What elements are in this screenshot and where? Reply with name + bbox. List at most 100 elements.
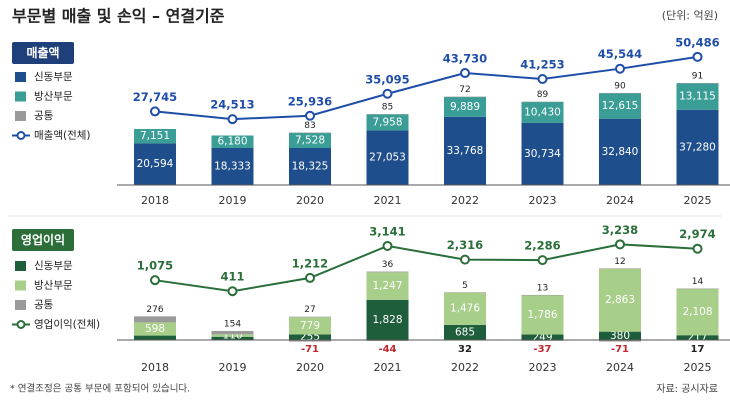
legend-label: 신동부문 bbox=[34, 71, 73, 83]
line-label: 2,316 bbox=[447, 238, 483, 252]
bar-segment bbox=[676, 288, 719, 290]
bar-label: 18,325 bbox=[292, 160, 329, 172]
line-point bbox=[615, 239, 625, 250]
bar-label: 276 bbox=[146, 305, 163, 315]
adjustment-label: 17 bbox=[691, 344, 705, 355]
page-title: 부문별 매출 및 손익 – 연결기준 bbox=[12, 7, 225, 26]
line-point bbox=[460, 254, 470, 265]
x-tick-label: 2025 bbox=[684, 194, 712, 207]
bar-segment bbox=[444, 96, 486, 117]
bar-label: 85 bbox=[382, 103, 393, 113]
line-point bbox=[305, 272, 315, 283]
x-tick-label: 2019 bbox=[219, 361, 247, 374]
line-label: 1,212 bbox=[292, 256, 328, 270]
line-label: 35,095 bbox=[365, 72, 409, 86]
bar-label: 2,863 bbox=[605, 294, 635, 306]
legend-label: 공통 bbox=[34, 299, 54, 311]
bar-label: 27,053 bbox=[369, 152, 406, 164]
bar-label: 37,280 bbox=[679, 141, 716, 153]
line-point bbox=[150, 106, 160, 117]
line-point bbox=[692, 51, 703, 62]
bar-segment bbox=[366, 299, 409, 340]
bar-segment bbox=[134, 322, 176, 336]
line-point bbox=[692, 243, 703, 254]
bar-segment bbox=[599, 268, 641, 269]
line-point bbox=[305, 110, 315, 121]
bar-segment bbox=[366, 130, 409, 185]
bar-label: 30,734 bbox=[524, 148, 561, 160]
bar-segment bbox=[521, 294, 564, 296]
x-tick-label: 2023 bbox=[529, 361, 557, 374]
bar-label: 12 bbox=[614, 257, 625, 267]
panel-title: 매출액 bbox=[26, 45, 59, 60]
legend-swatch bbox=[15, 300, 26, 310]
bar-label: 20,594 bbox=[137, 158, 174, 170]
x-tick-label: 2025 bbox=[684, 361, 712, 374]
x-tick-label: 2020 bbox=[296, 194, 324, 207]
bar-segment bbox=[211, 147, 254, 185]
x-tick-label: 2021 bbox=[374, 361, 402, 374]
bar-segment bbox=[521, 295, 564, 335]
line-point bbox=[150, 275, 160, 286]
line-point bbox=[382, 88, 393, 99]
legend-label: 매출액(전체) bbox=[34, 130, 91, 142]
bar-segment bbox=[676, 288, 719, 336]
bar-label: 9,889 bbox=[450, 101, 480, 113]
legend-swatch bbox=[15, 111, 26, 121]
bar-label: 14 bbox=[692, 277, 704, 287]
bar-segment bbox=[599, 331, 641, 340]
bar-label: 779 bbox=[300, 320, 320, 332]
line-label: 2,974 bbox=[679, 227, 715, 241]
bar-label: 91 bbox=[692, 72, 703, 82]
legend-swatch bbox=[15, 72, 26, 82]
legend-swatch bbox=[15, 261, 26, 271]
line-label: 24,513 bbox=[210, 98, 254, 112]
line-label: 50,486 bbox=[675, 35, 719, 49]
line-point bbox=[227, 286, 238, 297]
x-tick-label: 2024 bbox=[606, 194, 634, 207]
bar-segment bbox=[134, 335, 176, 340]
bar-segment bbox=[444, 96, 486, 98]
bar-segment bbox=[676, 109, 719, 185]
bar-segment bbox=[444, 324, 486, 340]
bar-segment bbox=[289, 316, 331, 318]
bar-segment bbox=[676, 335, 719, 340]
line-label: 3,141 bbox=[369, 224, 405, 238]
bar-label: 1,247 bbox=[372, 280, 402, 292]
bar-label: 7,958 bbox=[372, 116, 402, 128]
legend-label: 방산부문 bbox=[34, 91, 73, 103]
bar-segment bbox=[211, 334, 254, 337]
footnote: * 연결조정은 공통 부문에 포함되어 있습니다. bbox=[10, 383, 190, 395]
bar-label: 6,180 bbox=[217, 136, 247, 148]
line-point bbox=[615, 63, 625, 74]
bar-label: 1,828 bbox=[372, 314, 402, 326]
bar-label: 5 bbox=[462, 281, 468, 291]
line-point bbox=[537, 73, 548, 84]
bar-label: 13,115 bbox=[679, 90, 716, 102]
bar-label: 33,768 bbox=[447, 145, 484, 157]
line bbox=[154, 55, 698, 121]
bar-label: 36 bbox=[382, 260, 394, 270]
x-tick-label: 2024 bbox=[606, 361, 634, 374]
line-label: 2,286 bbox=[524, 239, 560, 253]
bar-label: 7,151 bbox=[140, 130, 170, 142]
bar-label: 27 bbox=[304, 305, 315, 315]
x-tick-label: 2022 bbox=[451, 361, 479, 374]
legend-label: 방산부문 bbox=[34, 280, 73, 292]
x-tick-label: 2018 bbox=[141, 194, 169, 207]
unit: (단위: 억원) bbox=[662, 9, 718, 22]
line-point bbox=[460, 68, 470, 79]
bar-segment bbox=[444, 292, 486, 293]
panel-badge bbox=[12, 42, 74, 64]
bar-label: 18,333 bbox=[214, 160, 251, 172]
bar-segment bbox=[211, 330, 254, 335]
bar-segment bbox=[599, 118, 641, 185]
bar-label: 685 bbox=[455, 326, 475, 338]
adjustment-bar bbox=[289, 340, 331, 342]
bar-segment bbox=[134, 128, 176, 144]
bar-segment bbox=[521, 101, 564, 123]
line-label: 411 bbox=[220, 270, 244, 284]
bar-segment bbox=[289, 334, 331, 340]
adjustment-bar bbox=[599, 340, 641, 342]
